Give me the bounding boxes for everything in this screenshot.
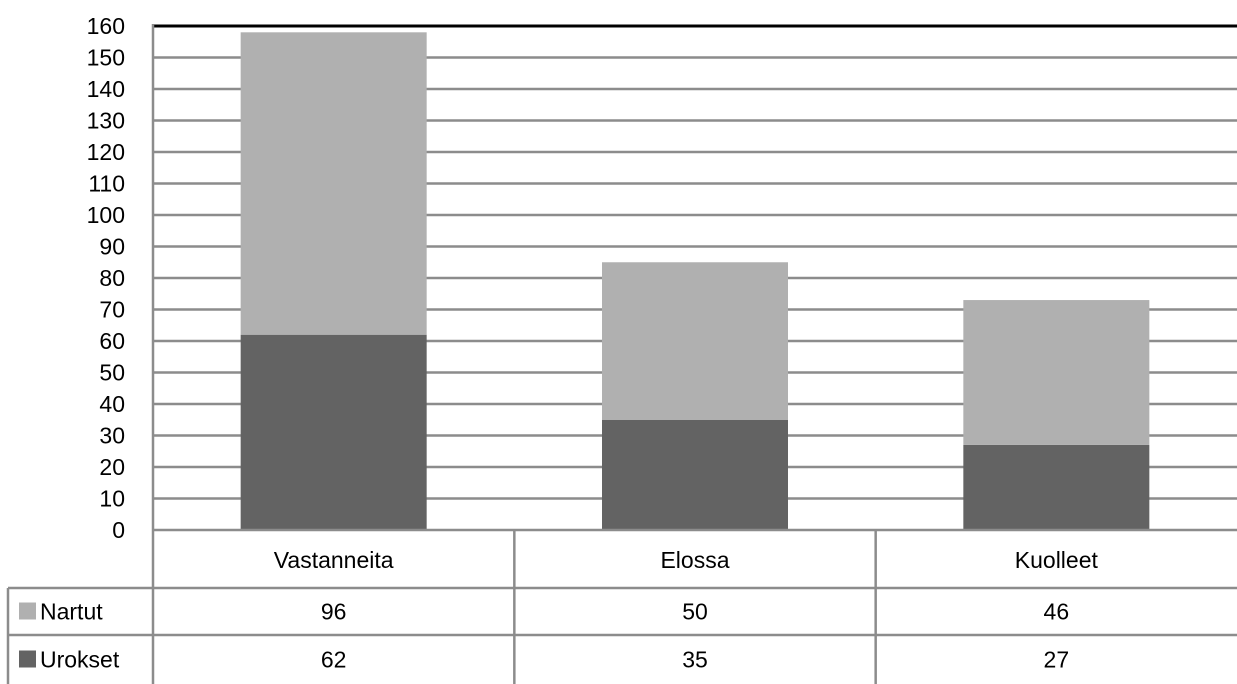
legend-label: Urokset <box>40 647 120 673</box>
y-tick-label: 150 <box>87 45 125 71</box>
y-tick-label: 110 <box>88 171 125 197</box>
bar-urokset-kuolleet <box>963 444 1150 530</box>
bar-nartut-vastanneita <box>240 32 427 335</box>
data-table: Vastanneita Elossa Kuolleet Nartut 96 50 46 Uro… <box>6 528 1237 684</box>
table-cell-value: 46 <box>1044 599 1070 625</box>
y-tick-label: 50 <box>99 360 125 386</box>
table-cell-value: 96 <box>321 599 347 625</box>
bar-nartut-elossa <box>602 262 788 420</box>
table-cell-value: 35 <box>682 647 708 673</box>
y-tick-label: 120 <box>87 139 125 165</box>
legend-label: Nartut <box>40 599 103 625</box>
x-category-label: Vastanneita <box>274 547 394 573</box>
y-tick-label: 70 <box>99 297 125 323</box>
y-tick-label: 30 <box>99 423 125 449</box>
y-tick-label: 0 <box>112 517 125 543</box>
table-cell-value: 27 <box>1044 647 1070 673</box>
y-tick-label: 140 <box>87 76 125 102</box>
y-tick-label: 40 <box>99 391 125 417</box>
bars <box>240 32 1150 530</box>
bar-urokset-vastanneita <box>240 334 427 530</box>
y-tick-label: 130 <box>87 108 125 134</box>
y-tick-label: 20 <box>99 454 125 480</box>
y-tick-label: 10 <box>99 486 125 512</box>
y-tick-label: 100 <box>87 202 125 228</box>
bar-urokset-elossa <box>602 419 788 530</box>
y-tick-label: 60 <box>99 328 125 354</box>
y-tick-labels: 0 10 20 30 40 50 60 70 80 90 100 110 120 130 140 150 160 <box>87 13 125 543</box>
y-tick-label: 160 <box>87 13 125 39</box>
y-tick-label: 90 <box>99 234 125 260</box>
x-category-label: Kuolleet <box>1015 547 1099 573</box>
table-cell-value: 50 <box>682 599 708 625</box>
y-tick-label: 80 <box>99 265 125 291</box>
table-cell-value: 62 <box>321 647 347 673</box>
legend-key-nartut <box>19 602 36 620</box>
x-category-label: Elossa <box>660 547 729 573</box>
bar-nartut-kuolleet <box>963 300 1150 445</box>
legend-key-urokset <box>19 650 36 668</box>
